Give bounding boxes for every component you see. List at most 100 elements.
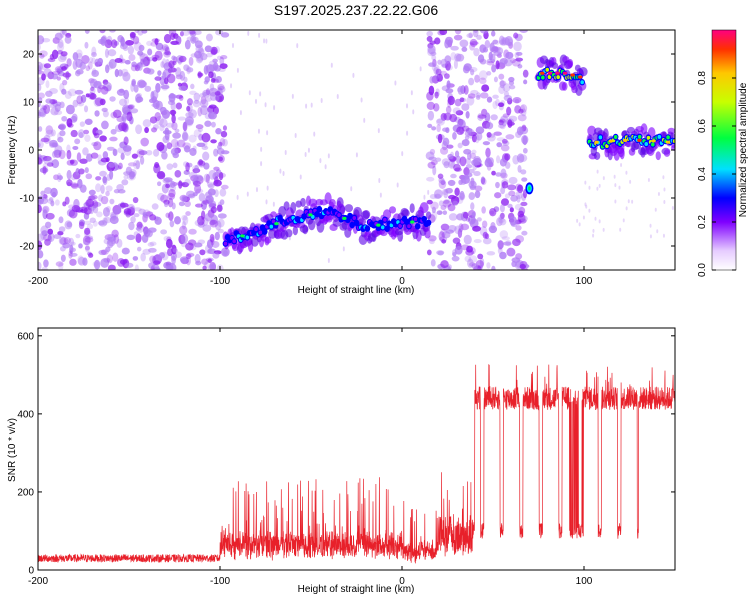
heatmap-cell (142, 56, 150, 67)
heatmap-cell (51, 159, 60, 169)
heatmap-cell (207, 258, 212, 264)
heatmap-cell (95, 183, 102, 193)
heatmap-cell (497, 217, 505, 223)
heatmap-cell (128, 221, 135, 231)
heatmap-cell (112, 109, 122, 119)
heatmap-cell (454, 98, 462, 107)
heatmap-cell (491, 64, 497, 73)
heatmap-cell (622, 138, 628, 142)
heatmap-cell (127, 172, 137, 181)
heatmap-cell (91, 51, 97, 58)
heatmap-cell (337, 213, 341, 218)
heatmap-cell (470, 202, 475, 211)
heatmap-cell (469, 38, 478, 47)
x-tick-label: -100 (210, 576, 230, 587)
heatmap-cell (112, 148, 118, 157)
heatmap-cell (217, 213, 227, 219)
heatmap-cell (501, 37, 510, 46)
heatmap-cell (465, 157, 472, 165)
heatmap-cell (650, 142, 655, 147)
heatmap-cell (426, 30, 433, 37)
heatmap-cell (163, 33, 172, 44)
heatmap-cell (160, 194, 169, 203)
heatmap-cell (475, 132, 483, 141)
heatmap-cell (132, 196, 139, 204)
heatmap-cell (44, 221, 52, 229)
heatmap-cell (128, 54, 136, 61)
heatmap-cell (43, 157, 53, 165)
heatmap-cell (474, 134, 480, 144)
heatmap-cell (489, 133, 496, 138)
heatmap-cell (84, 30, 90, 34)
heatmap-cell (619, 227, 622, 232)
heatmap-cell (447, 179, 456, 187)
y-tick-label: 400 (17, 409, 34, 420)
heatmap-cell (82, 147, 89, 156)
heatmap-cell (469, 41, 479, 46)
heatmap-cell (474, 185, 483, 192)
heatmap-cell (496, 217, 503, 227)
heatmap-cell (219, 199, 225, 206)
heatmap-cell (72, 145, 79, 150)
heatmap-cell (452, 131, 457, 140)
heatmap-cell (456, 213, 465, 221)
heatmap-cell (198, 193, 206, 202)
heatmap-cell (48, 103, 57, 108)
heatmap-cell (602, 176, 605, 181)
heatmap-cell (240, 234, 245, 238)
heatmap-cell (209, 219, 219, 228)
heatmap-cell (239, 110, 242, 116)
heatmap-cell (45, 80, 50, 89)
heatmap-cell (473, 30, 478, 33)
heatmap-cell (521, 230, 528, 236)
heatmap-cell (499, 230, 509, 239)
heatmap-cell (71, 183, 79, 189)
heatmap-cell (123, 171, 131, 176)
heatmap-cell (404, 219, 409, 224)
heatmap-cell (152, 57, 158, 62)
heatmap-cell (492, 39, 499, 45)
heatmap-cell (127, 162, 137, 167)
heatmap-cell (437, 59, 442, 65)
heatmap-cell (69, 244, 74, 255)
heatmap-cell (362, 210, 371, 219)
heatmap-cell (657, 191, 660, 196)
heatmap-cell (596, 169, 599, 174)
heatmap-cell (292, 225, 298, 236)
heatmap-cell (480, 92, 489, 99)
heatmap-cell (613, 134, 618, 139)
heatmap-cell (486, 122, 494, 130)
heatmap-cell (453, 34, 463, 41)
heatmap-cell (208, 104, 217, 109)
heatmap-cell (89, 217, 96, 224)
heatmap-cell (65, 71, 70, 81)
heatmap-cell (258, 32, 261, 38)
heatmap-cell (57, 38, 64, 49)
heatmap-cell (265, 199, 268, 205)
heatmap-cell (166, 236, 172, 242)
heatmap-cell (454, 245, 463, 255)
heatmap-cell (192, 180, 201, 187)
heatmap-cell (102, 151, 109, 159)
heatmap-cell (91, 68, 97, 75)
x-tick-label: -100 (210, 276, 230, 287)
heatmap-cell (151, 102, 159, 108)
heatmap-cell (592, 233, 595, 238)
heatmap-cell (246, 191, 249, 197)
heatmap-cell (156, 172, 165, 178)
heatmap-cell (452, 107, 461, 115)
heatmap-cell (426, 176, 435, 182)
heatmap-cell (434, 72, 440, 81)
colorbar-tick-label: 0.6 (697, 119, 708, 133)
heatmap-cell (523, 79, 528, 85)
heatmap-cell (163, 49, 171, 58)
heatmap-cell (194, 219, 203, 227)
chart-title: S197.2025.237.22.22.G06 (274, 2, 438, 18)
heatmap-cell (265, 38, 268, 44)
heatmap-cell (442, 199, 450, 204)
heatmap-cell (433, 103, 440, 112)
heatmap-cell (447, 98, 452, 108)
heatmap-cell (72, 52, 79, 61)
heatmap-cell (123, 136, 129, 146)
heatmap-cell (471, 134, 477, 143)
